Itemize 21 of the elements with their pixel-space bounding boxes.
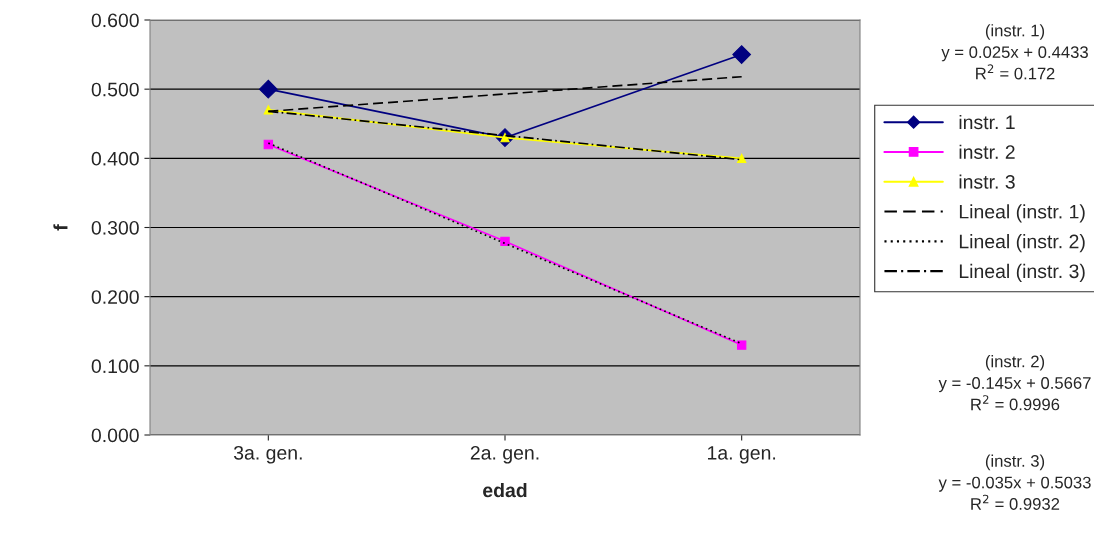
legend-label: Lineal (instr. 2) bbox=[959, 234, 1085, 253]
legend-label: instr. 2 bbox=[959, 144, 1015, 159]
y-tick-label: 0.300 bbox=[91, 220, 139, 235]
y-tick-label: 0.600 bbox=[91, 13, 139, 28]
x-axis-title: edad bbox=[483, 482, 527, 498]
legend-label: Lineal (instr. 3) bbox=[959, 263, 1085, 282]
text: (instr. 3) y = -0.035x + 0.5033 R$^{2}$ = 0.9932 bbox=[938, 454, 1091, 510]
x-tick-label: 1a. gen. bbox=[708, 446, 776, 464]
y-tick-label: 0.200 bbox=[91, 290, 139, 304]
text: (instr. 1) y = 0.025x + 0.4433 R$^{2}$ = 0.172 bbox=[941, 24, 1088, 80]
y-tick-label: 0.000 bbox=[91, 428, 139, 443]
x-tick-label: 3a. gen. bbox=[233, 445, 302, 464]
y-tick-label: 0.500 bbox=[91, 82, 139, 97]
legend-label: Lineal (instr. 1) bbox=[959, 204, 1085, 223]
legend-label: instr. 1 bbox=[959, 114, 1015, 130]
x-tick-label: 2a. gen. bbox=[470, 445, 539, 464]
y-tick-label: 0.100 bbox=[91, 359, 139, 374]
y-axis-title: f bbox=[53, 224, 68, 231]
legend-label: instr. 3 bbox=[959, 174, 1015, 189]
y-tick-label: 0.400 bbox=[91, 151, 139, 166]
text: (instr. 2) y = -0.145x + 0.5667 R$^{2}$ = 0.9996 bbox=[938, 355, 1091, 411]
